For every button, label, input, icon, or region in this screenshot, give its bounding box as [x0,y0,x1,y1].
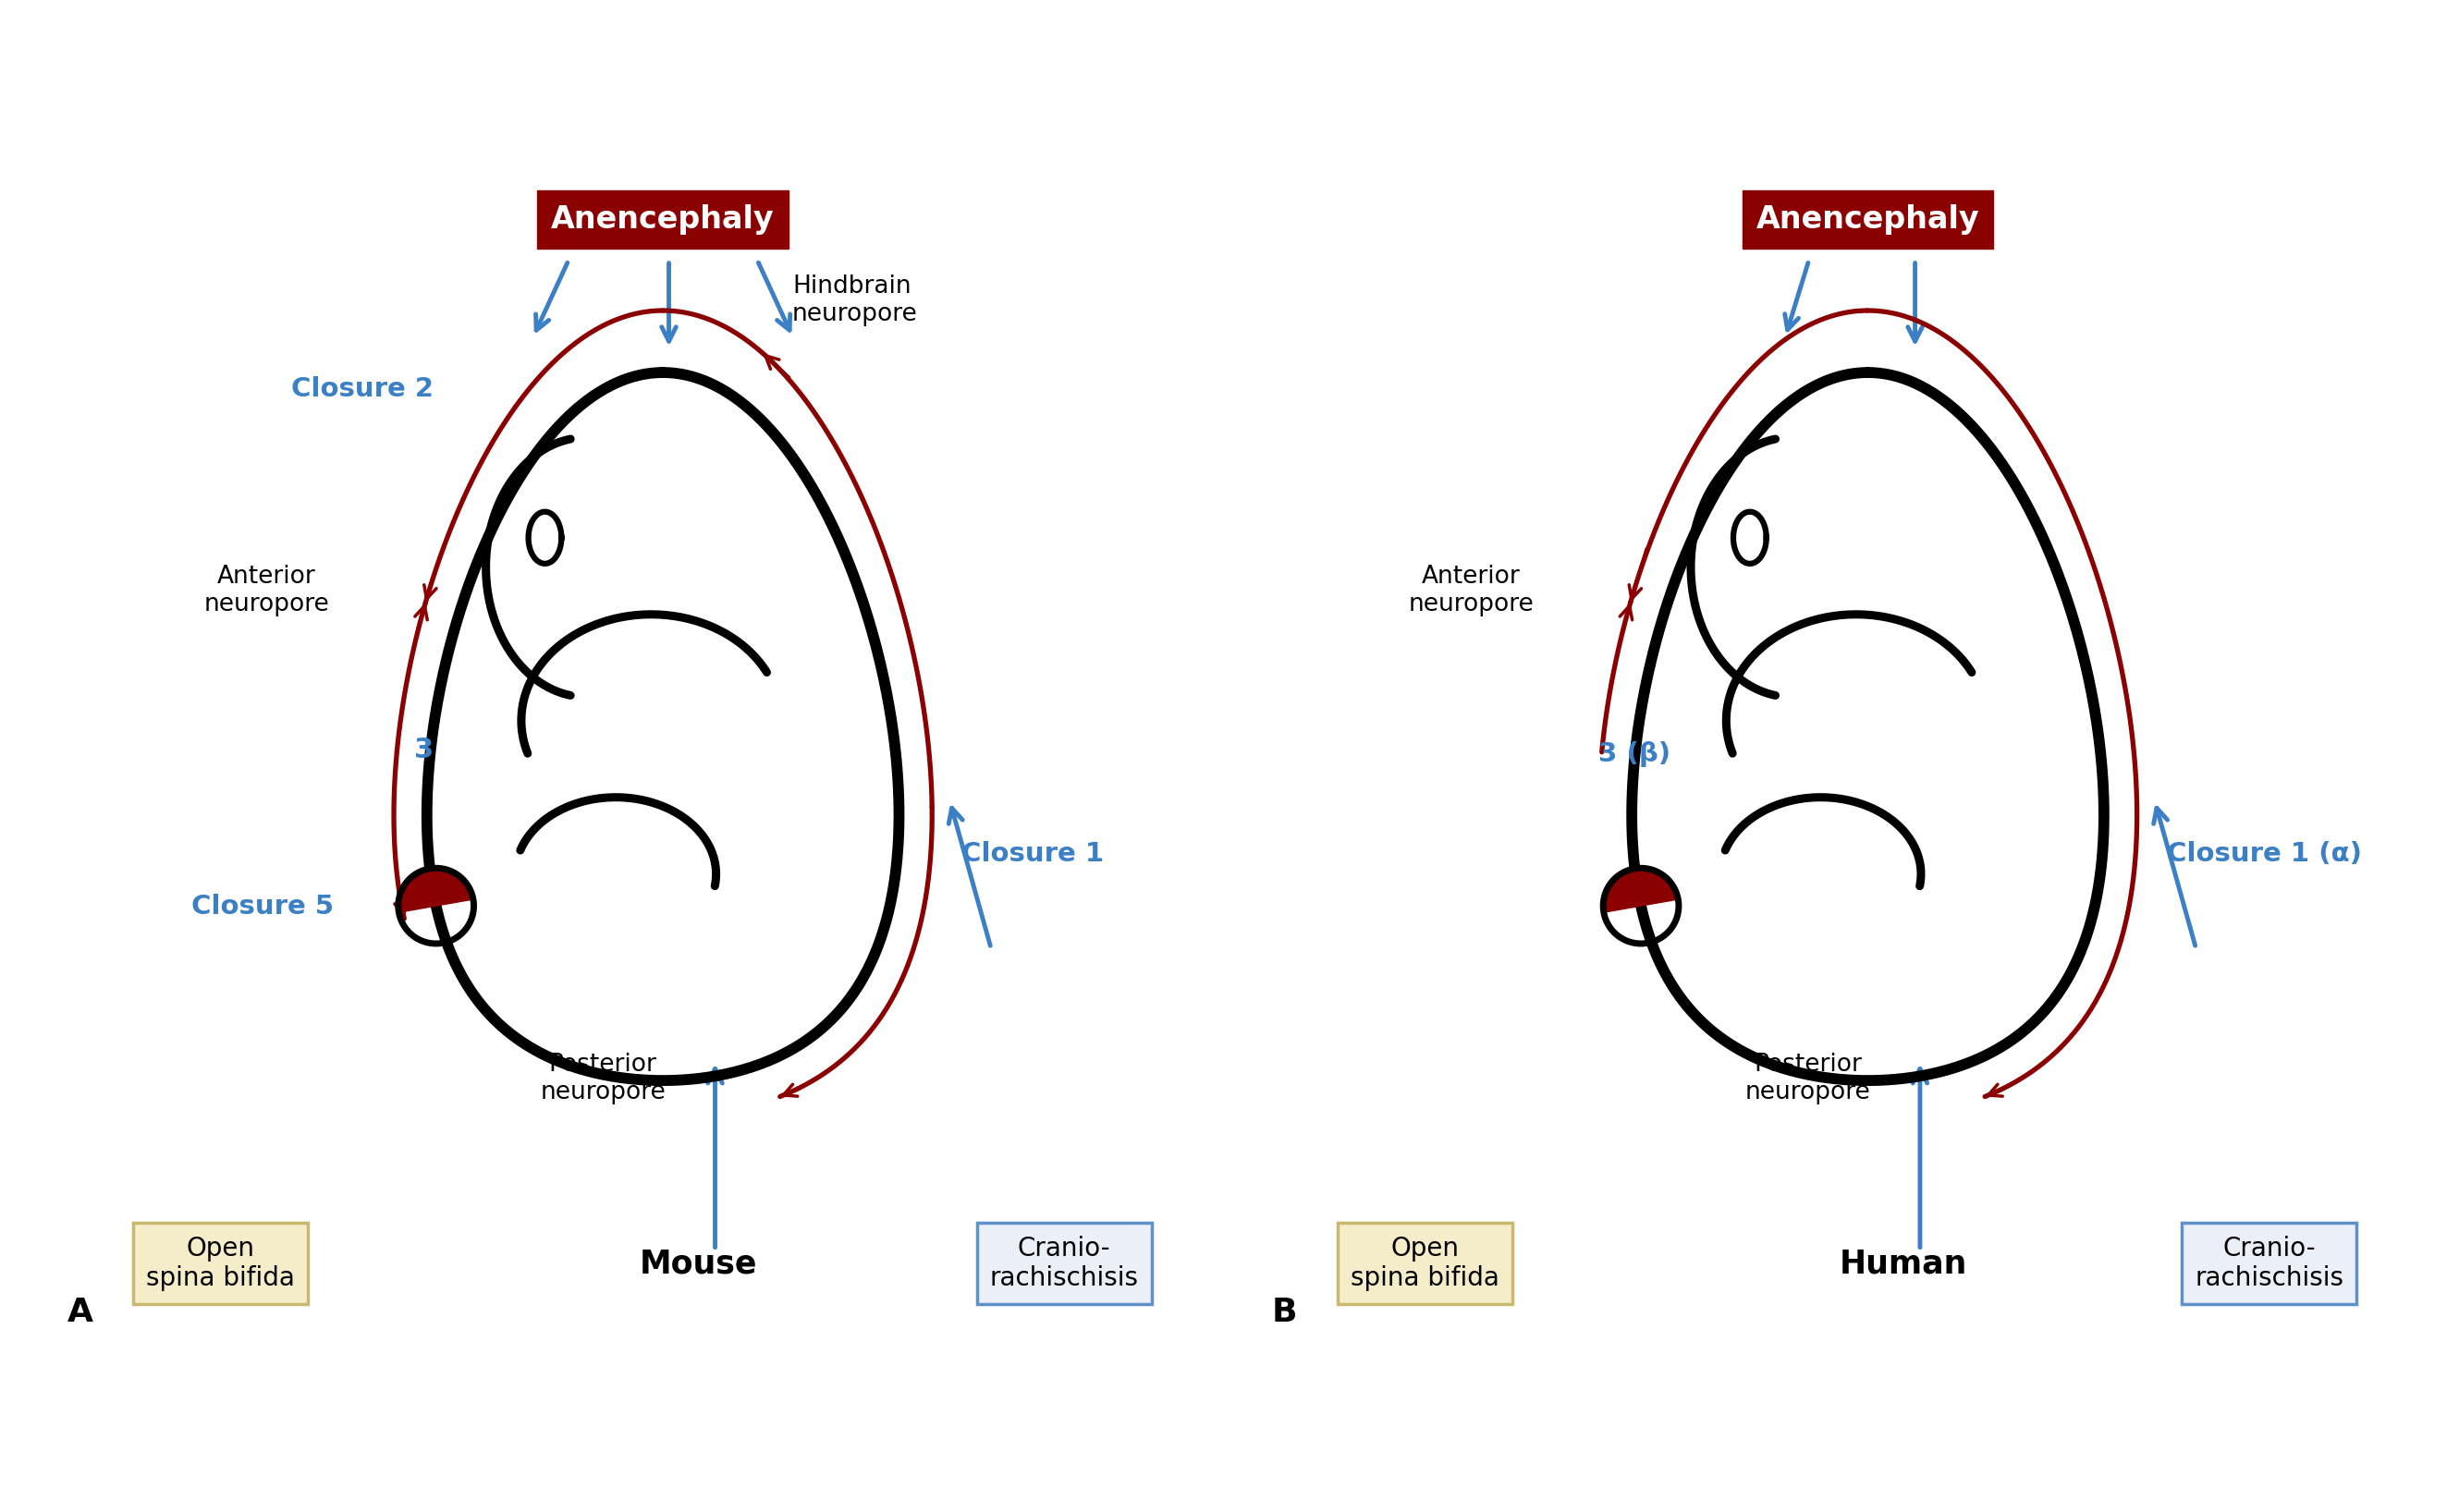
Text: Mouse: Mouse [639,1247,757,1279]
Text: Anencephaly: Anencephaly [1756,204,1979,234]
Wedge shape [1603,868,1677,912]
Text: Cranio-
rachischisis: Cranio- rachischisis [991,1235,1139,1291]
Text: Closure 5: Closure 5 [192,894,334,919]
Text: Anterior
neuropore: Anterior neuropore [1409,564,1534,617]
Text: Posterior
neuropore: Posterior neuropore [541,1052,666,1105]
Text: Human: Human [1839,1247,1967,1279]
Text: B: B [1271,1297,1298,1329]
Text: Cranio-
rachischisis: Cranio- rachischisis [2196,1235,2343,1291]
Wedge shape [398,868,472,912]
Text: Anencephaly: Anencephaly [551,204,775,234]
Text: Posterior
neuropore: Posterior neuropore [1746,1052,1871,1105]
Text: A: A [66,1297,93,1329]
Text: Closure 1: Closure 1 [961,841,1104,866]
Text: Hindbrain
neuropore: Hindbrain neuropore [792,274,917,327]
Text: Anterior
neuropore: Anterior neuropore [204,564,330,617]
Text: Closure 2: Closure 2 [290,376,433,402]
Text: Open
spina bifida: Open spina bifida [1350,1235,1500,1291]
Text: 3: 3 [413,736,433,764]
Text: Open
spina bifida: Open spina bifida [145,1235,295,1291]
Text: 3 (β): 3 (β) [1598,741,1670,767]
Text: Closure 1 (α): Closure 1 (α) [2166,841,2361,866]
